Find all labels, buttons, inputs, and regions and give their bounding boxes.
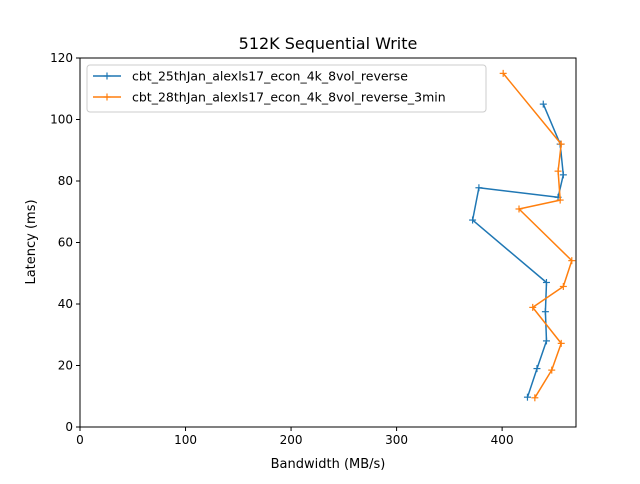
y-tick-label: 0 xyxy=(65,420,73,434)
y-tick-label: 80 xyxy=(58,174,73,188)
x-tick-label: 0 xyxy=(76,433,84,447)
x-tick-label: 100 xyxy=(174,433,197,447)
y-tick-label: 20 xyxy=(58,359,73,373)
axis-ticks: 0 100 200 300 400 0 20 40 60 80 100 120 xyxy=(50,51,513,447)
y-tick-label: 60 xyxy=(58,236,73,250)
legend-entries: cbt_25thJan_alexls17_econ_4k_8vol_revers… xyxy=(93,69,446,105)
legend-box xyxy=(86,64,487,113)
y-axis-label: Latency (ms) xyxy=(24,199,39,284)
x-tick-label: 400 xyxy=(491,433,514,447)
legend: cbt_25thJan_alexls17_econ_4k_8vol_revers… xyxy=(86,64,487,113)
series-layer xyxy=(469,69,576,402)
y-tick-label: 120 xyxy=(50,51,73,65)
y-tick-label: 100 xyxy=(50,113,73,127)
legend-label: cbt_28thJan_alexls17_econ_4k_8vol_revers… xyxy=(132,90,446,105)
x-tick-label: 200 xyxy=(280,433,303,447)
x-axis-label: Bandwidth (MB/s) xyxy=(271,457,386,472)
series-1 xyxy=(469,100,567,401)
legend-entry: cbt_25thJan_alexls17_econ_4k_8vol_revers… xyxy=(93,69,408,84)
y-tick-label: 40 xyxy=(58,297,73,311)
x-tick-label: 300 xyxy=(385,433,408,447)
plot-frame xyxy=(79,57,577,428)
series-2 xyxy=(499,69,576,402)
legend-label: cbt_25thJan_alexls17_econ_4k_8vol_revers… xyxy=(132,69,408,84)
legend-entry: cbt_28thJan_alexls17_econ_4k_8vol_revers… xyxy=(93,90,446,105)
chart-title: 512K Sequential Write xyxy=(239,34,418,53)
